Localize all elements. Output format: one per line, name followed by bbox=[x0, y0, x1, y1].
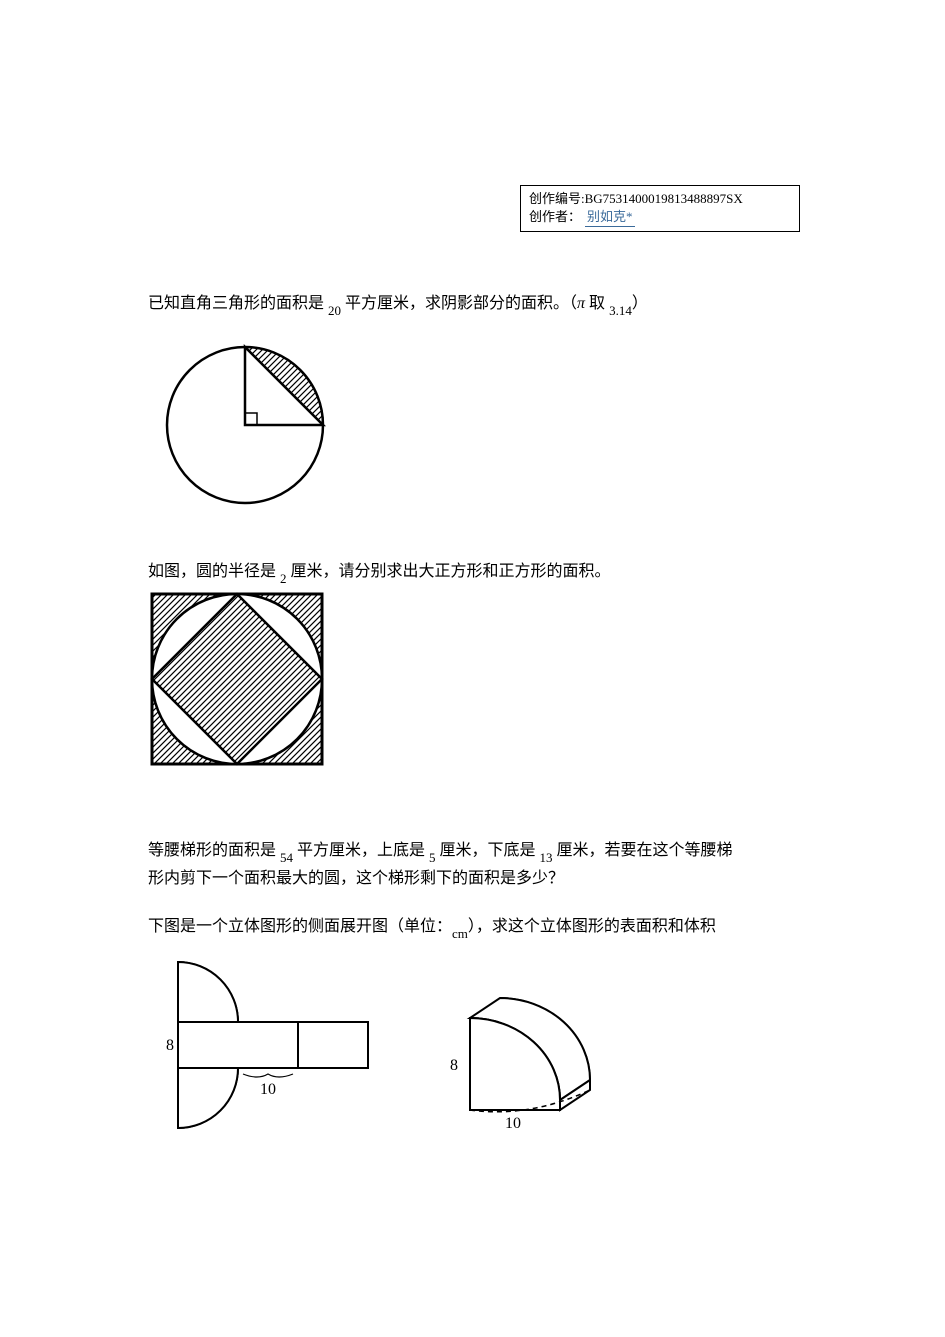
p2-post: 厘米，请分别求出大正方形和正方形的面积。 bbox=[287, 563, 611, 580]
p1-take: 取 bbox=[585, 295, 609, 312]
figure-4-right: 8 10 bbox=[430, 960, 630, 1130]
p3-pre: 等腰梯形的面积是 bbox=[148, 842, 280, 859]
p2-radius: 2 bbox=[280, 571, 287, 586]
problem-1-text: 已知直角三角形的面积是 20 平方厘米，求阴影部分的面积。（π 取 3.14） bbox=[148, 291, 808, 319]
p1-pre: 已知直角三角形的面积是 bbox=[148, 295, 328, 312]
creation-id-line: 创作编号:BG7531400019813488897SX bbox=[529, 190, 791, 208]
fig4l-label-8: 8 bbox=[166, 1037, 174, 1054]
p1-post: ） bbox=[632, 295, 648, 312]
p1-pi: π bbox=[577, 295, 585, 312]
header-box: 创作编号:BG7531400019813488897SX 创作者： 别如克* bbox=[520, 185, 800, 232]
p1-mid: 平方厘米，求阴影部分的面积。（ bbox=[341, 295, 577, 312]
creator-line: 创作者： 别如克* bbox=[529, 208, 791, 227]
problem-4-text: 下图是一个立体图形的侧面展开图（单位：cm），求这个立体图形的表面积和体积 bbox=[148, 914, 828, 942]
creator-label: 创作者： bbox=[529, 208, 581, 226]
figure-4-left-svg: 8 10 bbox=[148, 960, 388, 1130]
p3-post: 厘米，若要在这个等腰梯 bbox=[553, 842, 733, 859]
p3-area: 54 bbox=[280, 850, 293, 865]
figure-4-right-svg: 8 10 bbox=[430, 960, 630, 1130]
figure-2-svg bbox=[148, 590, 326, 768]
creation-id-value: :BG7531400019813488897SX bbox=[581, 191, 743, 206]
p3-top: 5 bbox=[429, 850, 436, 865]
creator-name: 别如克* bbox=[585, 208, 635, 227]
p4-unit: cm bbox=[452, 926, 468, 941]
p1-pival: 3.14 bbox=[609, 303, 632, 318]
fig4l-label-10: 10 bbox=[260, 1081, 276, 1098]
p4-pre: 下图是一个立体图形的侧面展开图（单位： bbox=[148, 918, 452, 935]
p3-line2: 形内剪下一个面积最大的圆，这个梯形剩下的面积是多少？ bbox=[148, 870, 564, 887]
problem-3-text: 等腰梯形的面积是 54 平方厘米，上底是 5 厘米，下底是 13 厘米，若要在这… bbox=[148, 838, 808, 892]
creation-id-label: 创作编号 bbox=[529, 191, 581, 206]
p3-mid: 平方厘米，上底是 bbox=[293, 842, 429, 859]
figure-2 bbox=[148, 590, 326, 768]
page: 创作编号:BG7531400019813488897SX 创作者： 别如克* 已… bbox=[0, 0, 945, 1337]
problem-2-text: 如图，圆的半径是 2 厘米，请分别求出大正方形和正方形的面积。 bbox=[148, 559, 808, 587]
fig4r-label-8: 8 bbox=[450, 1057, 458, 1074]
p2-pre: 如图，圆的半径是 bbox=[148, 563, 280, 580]
figure-1-svg bbox=[150, 330, 340, 510]
fig4r-label-10: 10 bbox=[505, 1115, 521, 1130]
figure-1 bbox=[150, 330, 340, 510]
p4-post: ），求这个立体图形的表面积和体积 bbox=[468, 918, 716, 935]
p3-mid2: 厘米，下底是 bbox=[436, 842, 540, 859]
figure-4-left: 8 10 bbox=[148, 960, 388, 1130]
p3-bottom: 13 bbox=[540, 850, 553, 865]
p1-area: 20 bbox=[328, 303, 341, 318]
